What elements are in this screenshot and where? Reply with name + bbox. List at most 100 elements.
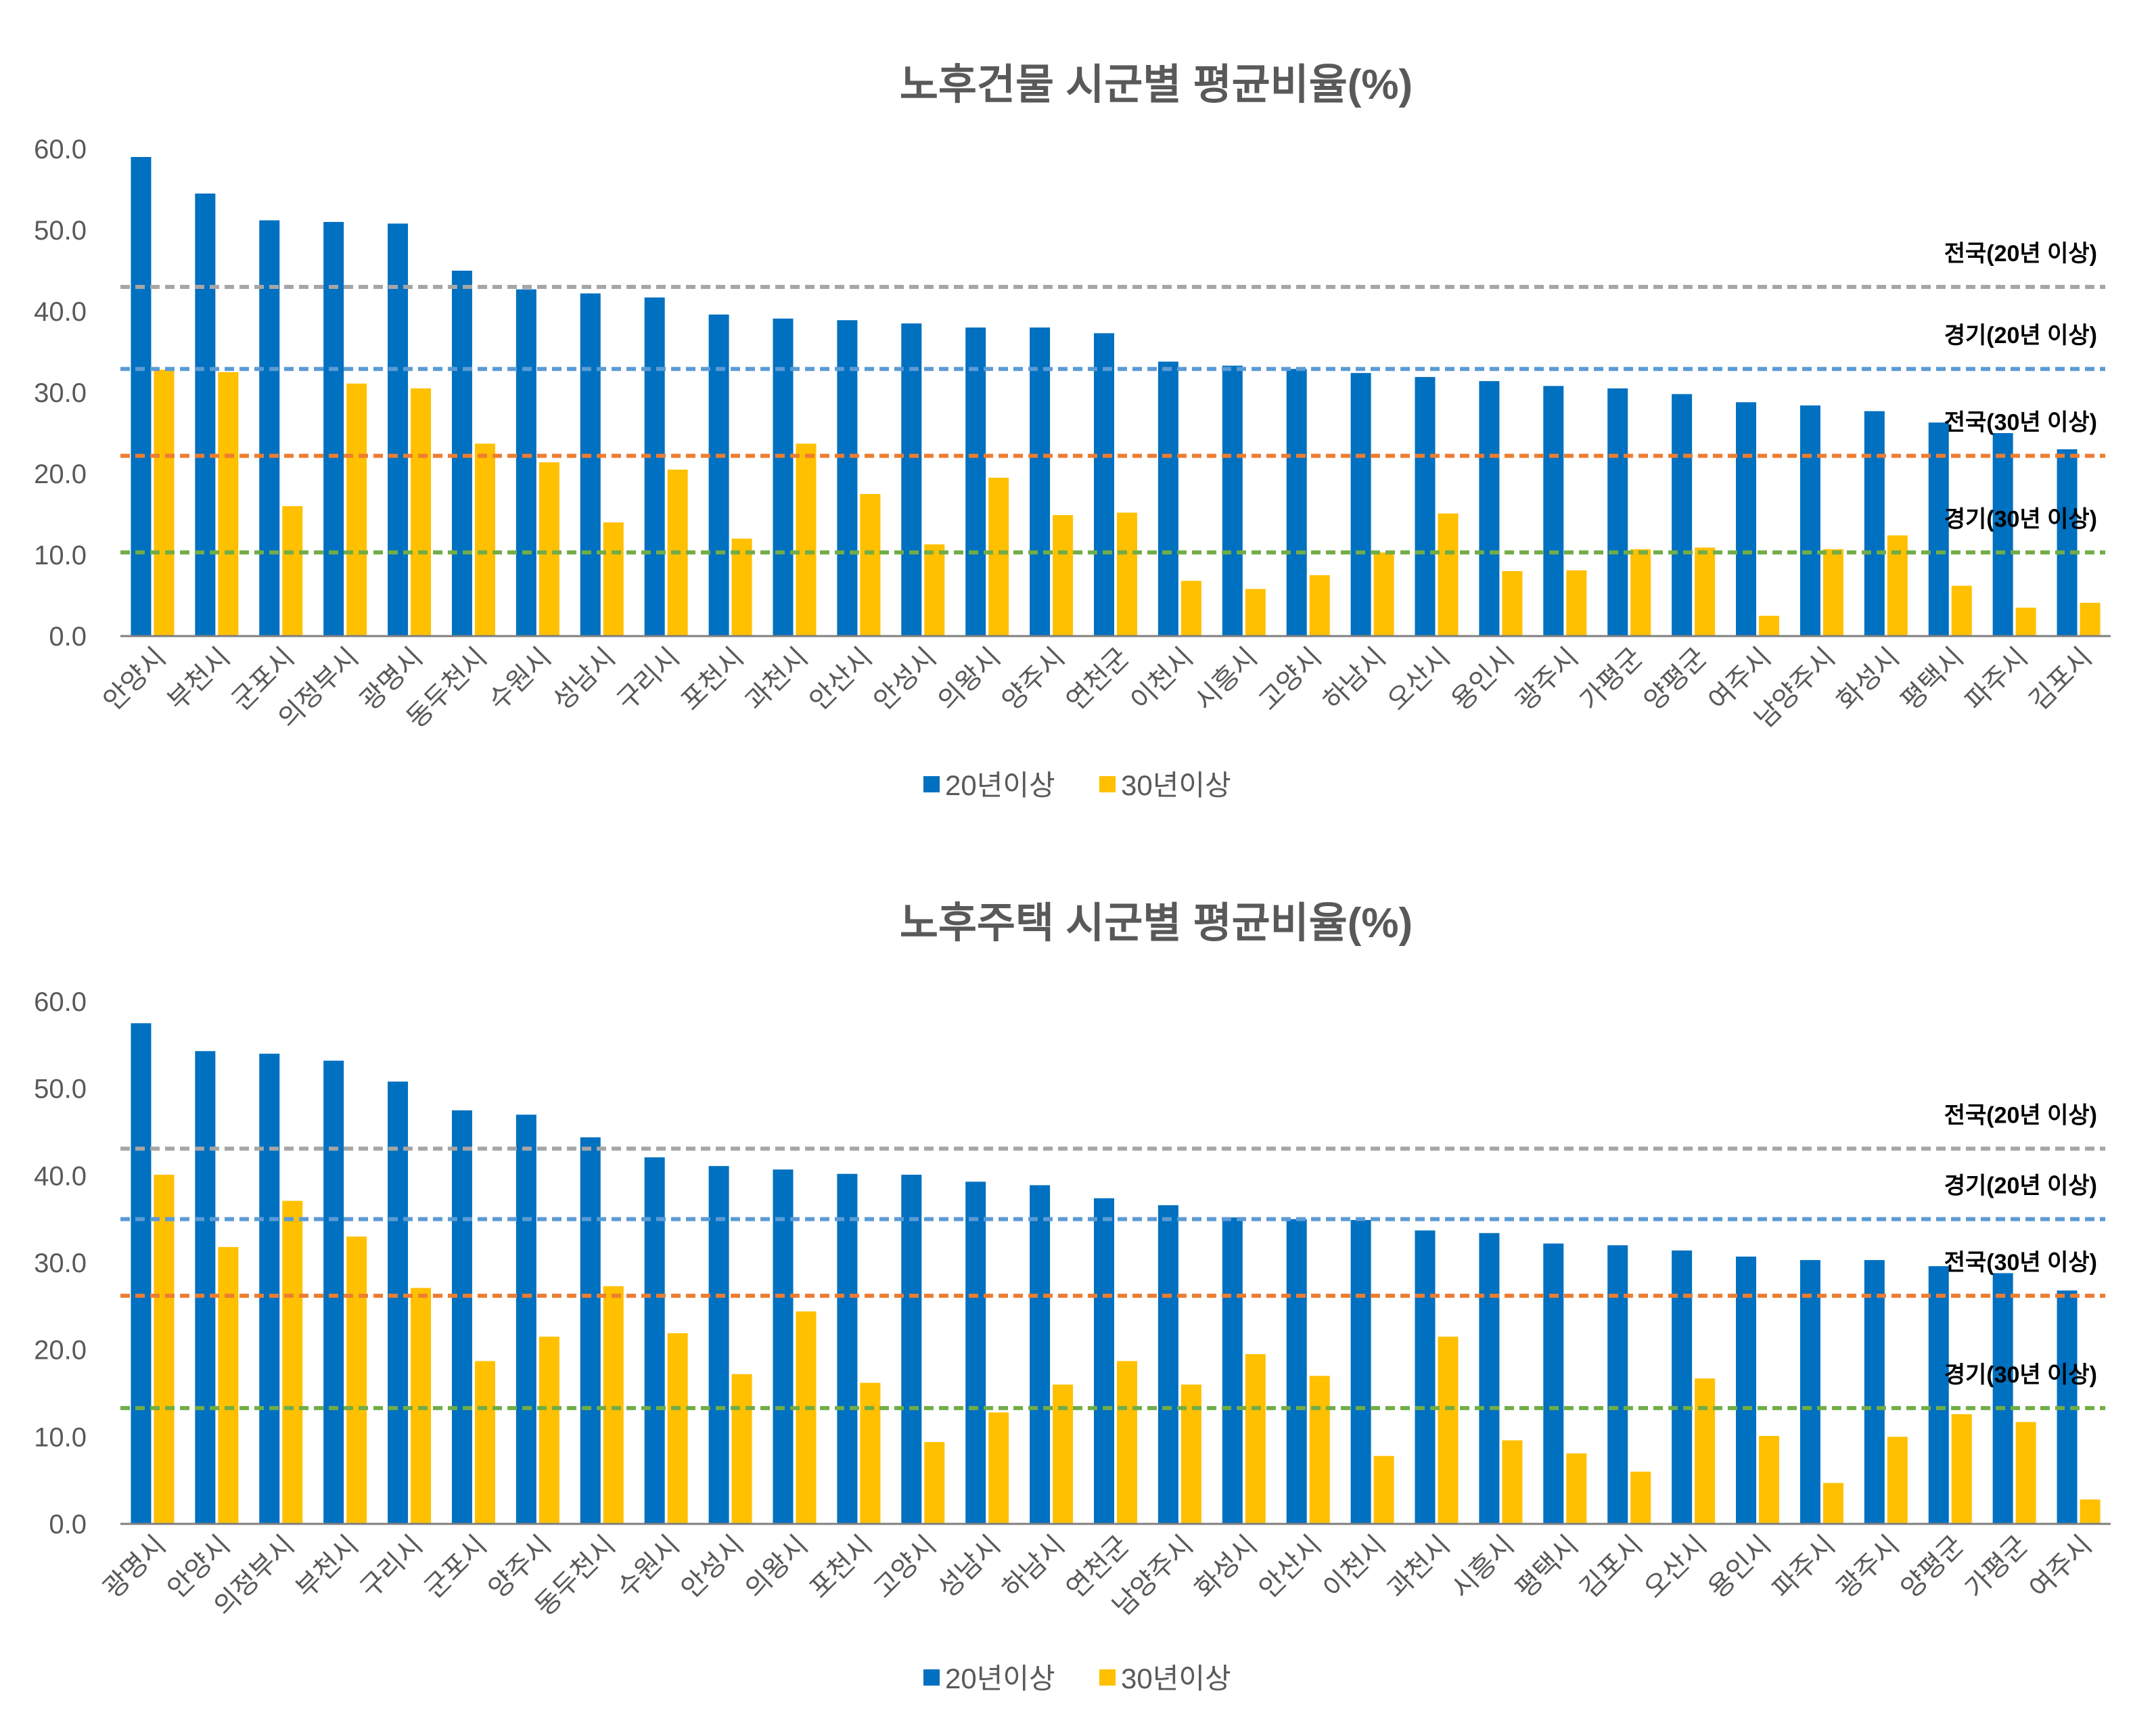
bar-20yr <box>1030 1185 1051 1524</box>
bar-30yr <box>1053 515 1074 636</box>
bar-30yr <box>1822 1483 1843 1524</box>
bar-20yr <box>1350 1219 1371 1524</box>
bar-30yr <box>796 443 817 636</box>
y-tick-label: 10.0 <box>34 1422 87 1452</box>
bar-30yr <box>474 1361 495 1524</box>
y-tick-label: 20.0 <box>34 1336 87 1366</box>
bar-30yr <box>1117 1361 1137 1524</box>
bar-30yr <box>1951 585 1972 636</box>
bar-20yr <box>1479 1233 1500 1524</box>
bar-20yr <box>131 1023 152 1524</box>
x-tick-label: 가평군 <box>1574 642 1648 716</box>
bar-30yr <box>346 383 367 636</box>
y-tick-label: 50.0 <box>34 1075 87 1104</box>
bar-20yr <box>773 318 794 636</box>
x-tick-label: 광주시 <box>1511 642 1584 716</box>
x-tick-label: 용인시 <box>1703 1530 1776 1604</box>
x-tick-label: 이천시 <box>1318 1530 1392 1604</box>
bar-20yr <box>1543 1243 1564 1524</box>
bar-20yr <box>1286 1219 1307 1524</box>
reference-line-label: 경기(30년 이상) <box>1944 1362 2097 1388</box>
bar-20yr <box>1607 388 1628 636</box>
bar-30yr <box>2080 1499 2101 1524</box>
x-tick-label: 평택시 <box>1511 1530 1584 1604</box>
x-tick-label: 부천시 <box>290 1530 364 1604</box>
bar-30yr <box>1502 1440 1523 1524</box>
x-tick-label: 김포시 <box>1574 1530 1648 1604</box>
y-tick-label: 0.0 <box>49 622 87 652</box>
bar-30yr <box>411 388 432 636</box>
bar-20yr <box>1157 1205 1178 1524</box>
bar-30yr <box>860 494 881 636</box>
y-tick-label: 40.0 <box>34 1161 87 1191</box>
bar-20yr <box>195 1051 216 1524</box>
bar-20yr <box>451 271 472 636</box>
x-tick-label: 과천시 <box>740 642 814 716</box>
x-tick-label: 포천시 <box>804 1530 878 1604</box>
bar-30yr <box>1438 513 1459 636</box>
bar-20yr <box>259 220 280 637</box>
bar-20yr <box>1864 1260 1885 1524</box>
x-tick-label: 파주시 <box>1767 1530 1841 1604</box>
bar-30yr <box>1309 575 1330 636</box>
bar-20yr <box>1222 365 1243 636</box>
bar-30yr <box>154 1175 175 1524</box>
reference-line-label: 경기(20년 이상) <box>1944 1173 2097 1199</box>
bar-30yr <box>1566 570 1587 636</box>
bar-30yr <box>1180 1384 1201 1524</box>
bar-20yr <box>773 1169 794 1524</box>
bar-20yr <box>323 1060 344 1524</box>
bar-30yr <box>1438 1336 1459 1524</box>
y-tick-label: 40.0 <box>34 297 87 327</box>
bar-20yr <box>1799 1260 1820 1524</box>
bar-20yr <box>1222 1217 1243 1524</box>
x-tick-label: 의왕시 <box>932 642 1006 716</box>
chart-old-houses: 노후주택 시군별 평균비율(%) 0.0 10.0 20.0 30.0 40.0 50.0 6… <box>34 900 2111 1694</box>
x-tick-label: 화성시 <box>1189 1530 1263 1604</box>
bar-30yr <box>1309 1376 1330 1524</box>
y-tick-label: 30.0 <box>34 378 87 408</box>
x-tick-label: 고양시 <box>868 1530 942 1604</box>
x-tick-label: 여주시 <box>2024 1530 2098 1604</box>
bar-20yr <box>1799 405 1820 636</box>
bar-30yr <box>1759 1436 1780 1524</box>
x-tick-label: 시흥시 <box>1446 1530 1520 1604</box>
bar-30yr <box>731 539 752 636</box>
y-tick-label: 0.0 <box>49 1510 87 1539</box>
bar-30yr <box>1630 1471 1651 1524</box>
x-tick-label: 양평군 <box>1896 1530 1969 1604</box>
chart-title: 노후건물 시군별 평균비율(%) <box>900 62 1413 108</box>
x-tick-label: 화성시 <box>1831 642 1905 716</box>
x-tick-label: 이천시 <box>1125 642 1199 716</box>
legend: 20년이상 30년이상 <box>923 1663 1231 1694</box>
bar-20yr <box>1094 333 1114 636</box>
bar-30yr <box>860 1382 881 1524</box>
bar-20yr <box>1415 1230 1436 1524</box>
bar-30yr <box>1566 1453 1587 1524</box>
bar-20yr <box>1672 394 1693 636</box>
bar-20yr <box>1030 328 1051 636</box>
chart-title: 노후주택 시군별 평균비율(%) <box>900 900 1413 947</box>
y-tick-label: 20.0 <box>34 459 87 489</box>
bar-30yr <box>538 1336 559 1524</box>
bar-30yr <box>1373 1456 1394 1524</box>
bar-20yr <box>708 314 729 636</box>
x-tick-label: 시흥시 <box>1189 642 1263 716</box>
bar-20yr <box>1672 1250 1693 1524</box>
x-tick-label: 군포시 <box>419 1530 492 1604</box>
x-tick-label: 의왕시 <box>740 1530 814 1604</box>
legend-label-30yr: 30년이상 <box>1121 1663 1231 1694</box>
legend-label-30yr: 30년이상 <box>1121 769 1231 801</box>
bar-20yr <box>901 323 922 636</box>
bar-30yr <box>1759 616 1780 636</box>
x-tick-label: 광명시 <box>98 1530 172 1604</box>
bar-30yr <box>796 1311 817 1524</box>
bar-20yr <box>2057 449 2078 636</box>
bar-20yr <box>195 194 216 636</box>
bar-20yr <box>965 328 986 636</box>
bar-30yr <box>1180 581 1201 636</box>
bar-20yr <box>1607 1245 1628 1524</box>
bar-20yr <box>1286 369 1307 636</box>
x-tick-label: 광주시 <box>1831 1530 1905 1604</box>
